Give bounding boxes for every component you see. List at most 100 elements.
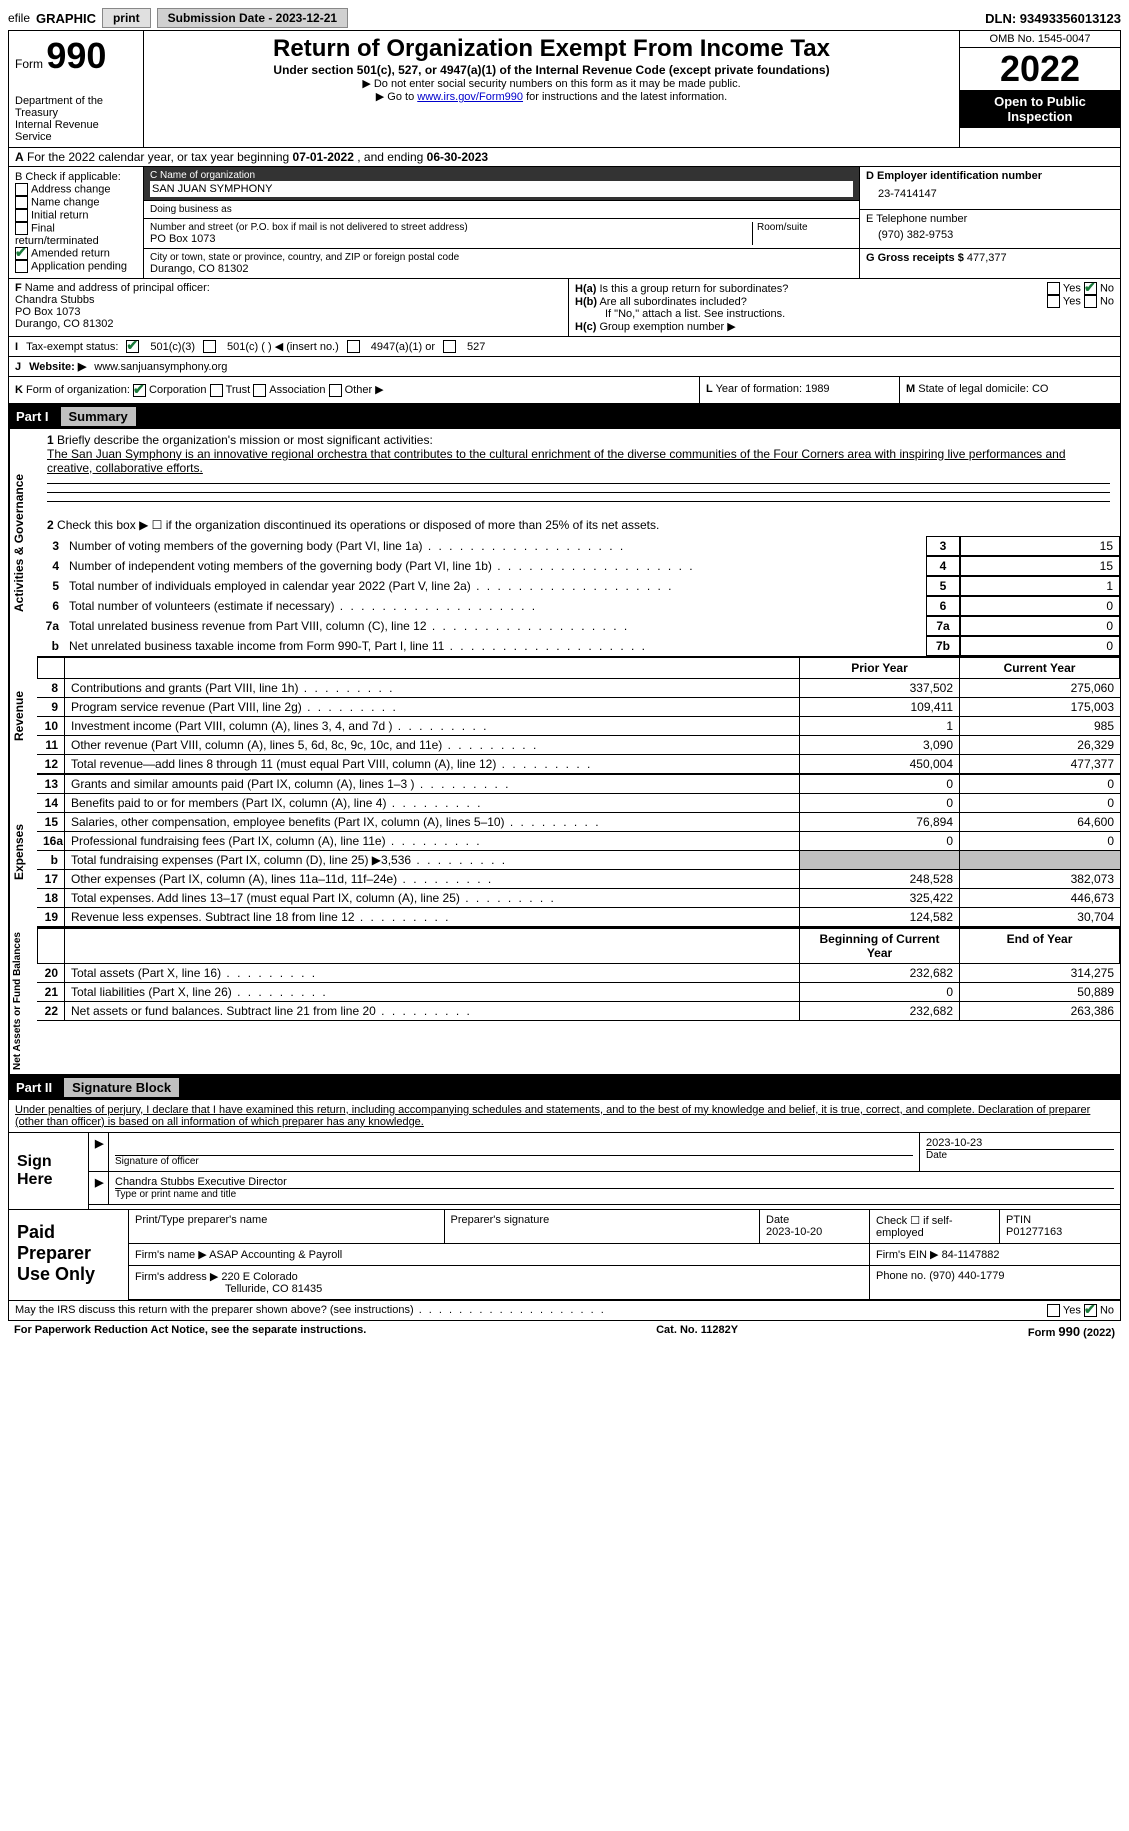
trust-checkbox[interactable] xyxy=(210,384,223,397)
ha-no-checkbox[interactable] xyxy=(1084,282,1097,295)
current-value: 30,704 xyxy=(960,908,1120,927)
summary-line: 19 Revenue less expenses. Subtract line … xyxy=(37,908,1120,927)
current-value: 64,600 xyxy=(960,813,1120,832)
current-value: 985 xyxy=(960,717,1120,736)
hb-no-checkbox[interactable] xyxy=(1084,295,1097,308)
summary-line: 13 Grants and similar amounts paid (Part… xyxy=(37,775,1120,794)
mission-text: The San Juan Symphony is an innovative r… xyxy=(47,447,1066,475)
form-word: Form xyxy=(15,57,43,71)
line-value: 1 xyxy=(960,576,1120,596)
prior-value: 0 xyxy=(800,775,960,794)
city-state-zip: Durango, CO 81302 xyxy=(150,263,853,275)
other-checkbox[interactable] xyxy=(329,384,342,397)
prior-value: 248,528 xyxy=(800,870,960,889)
prep-date: 2023-10-20 xyxy=(766,1226,822,1238)
street-address: PO Box 1073 xyxy=(150,233,748,245)
prior-value: 1 xyxy=(800,717,960,736)
summary-line: 7a Total unrelated business revenue from… xyxy=(37,616,1120,636)
prior-value: 124,582 xyxy=(800,908,960,927)
col-c: C Name of organization SAN JUAN SYMPHONY… xyxy=(144,167,860,278)
hb-yes-checkbox[interactable] xyxy=(1047,295,1060,308)
col-de: D Employer identification number 23-7414… xyxy=(860,167,1120,278)
prior-value: 325,422 xyxy=(800,889,960,908)
declaration-text: Under penalties of perjury, I declare th… xyxy=(8,1100,1121,1132)
summary-line: 8 Contributions and grants (Part VIII, l… xyxy=(37,679,1120,698)
b-checkbox[interactable] xyxy=(15,260,28,273)
summary-line: 18 Total expenses. Add lines 13–17 (must… xyxy=(37,889,1120,908)
row-a: A For the 2022 calendar year, or tax yea… xyxy=(8,148,1121,167)
summary-line: 22 Net assets or fund balances. Subtract… xyxy=(37,1002,1120,1021)
b-check-item: Address change xyxy=(15,183,137,196)
form-header: Form 990 Department of the TreasuryInter… xyxy=(8,30,1121,148)
org-name: SAN JUAN SYMPHONY xyxy=(150,181,853,197)
irs-link[interactable]: www.irs.gov/Form990 xyxy=(417,91,523,103)
summary-line: b Total fundraising expenses (Part IX, c… xyxy=(37,851,1120,870)
b-check-item: Amended return xyxy=(15,247,137,260)
current-value: 0 xyxy=(960,832,1120,851)
arrow-icon: ▶ xyxy=(89,1172,109,1204)
current-value: 263,386 xyxy=(960,1002,1120,1021)
section-bcdeg: B Check if applicable: Address changeNam… xyxy=(8,167,1121,279)
firm-ein: 84-1147882 xyxy=(942,1249,1000,1261)
form-title: Return of Organization Exempt From Incom… xyxy=(150,35,953,63)
summary-line: 6 Total number of volunteers (estimate i… xyxy=(37,596,1120,616)
501c3-checkbox[interactable] xyxy=(126,340,139,353)
ha-yes-checkbox[interactable] xyxy=(1047,282,1060,295)
line-value: 0 xyxy=(960,636,1120,656)
summary-line: 20 Total assets (Part X, line 16) 232,68… xyxy=(37,964,1120,983)
current-value xyxy=(960,851,1120,870)
b-checkbox[interactable] xyxy=(15,196,28,209)
form-note-1: ▶ Do not enter social security numbers o… xyxy=(150,77,953,90)
line-value: 15 xyxy=(960,536,1120,556)
b-checkbox[interactable] xyxy=(15,247,28,260)
form-number: 990 xyxy=(46,35,106,76)
footer-form: 990 xyxy=(1058,1324,1080,1339)
year-formation: 1989 xyxy=(805,383,829,395)
current-value: 314,275 xyxy=(960,964,1120,983)
prior-value xyxy=(800,851,960,870)
prior-value: 450,004 xyxy=(800,755,960,774)
527-checkbox[interactable] xyxy=(443,340,456,353)
top-bar: efile GRAPHIC print Submission Date - 20… xyxy=(8,8,1121,28)
prior-value: 3,090 xyxy=(800,736,960,755)
corp-checkbox[interactable] xyxy=(133,384,146,397)
b-checkbox[interactable] xyxy=(15,183,28,196)
b-checkbox[interactable] xyxy=(15,209,28,222)
row-j: J Website: ▶ www.sanjuansymphony.org xyxy=(8,357,1121,377)
print-button[interactable]: print xyxy=(102,8,151,28)
assoc-checkbox[interactable] xyxy=(253,384,266,397)
line-value: 0 xyxy=(960,596,1120,616)
summary-line: 4 Number of independent voting members o… xyxy=(37,556,1120,576)
prior-value: 76,894 xyxy=(800,813,960,832)
discuss-yes-checkbox[interactable] xyxy=(1047,1304,1060,1317)
current-value: 50,889 xyxy=(960,983,1120,1002)
col-b: B Check if applicable: Address changeNam… xyxy=(9,167,144,278)
prior-value: 232,682 xyxy=(800,964,960,983)
website-value: www.sanjuansymphony.org xyxy=(94,361,227,373)
b-checkbox[interactable] xyxy=(15,222,28,235)
side-revenue: Revenue xyxy=(9,657,37,775)
firm-phone: (970) 440-1779 xyxy=(929,1270,1004,1282)
prior-value: 0 xyxy=(800,794,960,813)
officer-name: Chandra Stubbs xyxy=(15,294,95,306)
side-activities: Activities & Governance xyxy=(9,429,37,657)
officer-addr1: PO Box 1073 xyxy=(15,306,80,318)
open-inspection: Open to Public Inspection xyxy=(960,90,1120,128)
efile-prefix: efile xyxy=(8,11,30,25)
501c-checkbox[interactable] xyxy=(203,340,216,353)
summary-line: 17 Other expenses (Part IX, column (A), … xyxy=(37,870,1120,889)
row-i: I Tax-exempt status: 501(c)(3) 501(c) ( … xyxy=(8,337,1121,357)
summary-line: 3 Number of voting members of the govern… xyxy=(37,536,1120,556)
discuss-no-checkbox[interactable] xyxy=(1084,1304,1097,1317)
footer-question: May the IRS discuss this return with the… xyxy=(8,1301,1121,1321)
sign-block: Sign Here ▶ Signature of officer 2023-10… xyxy=(8,1132,1121,1210)
prior-value: 337,502 xyxy=(800,679,960,698)
b-check-item: Name change xyxy=(15,196,137,209)
prior-value: 109,411 xyxy=(800,698,960,717)
summary-line: 11 Other revenue (Part VIII, column (A),… xyxy=(37,736,1120,755)
dln-label: DLN: 93493356013123 xyxy=(985,11,1121,26)
state-domicile: CO xyxy=(1032,383,1049,395)
side-netassets: Net Assets or Fund Balances xyxy=(9,928,37,1074)
current-value: 382,073 xyxy=(960,870,1120,889)
4947-checkbox[interactable] xyxy=(347,340,360,353)
